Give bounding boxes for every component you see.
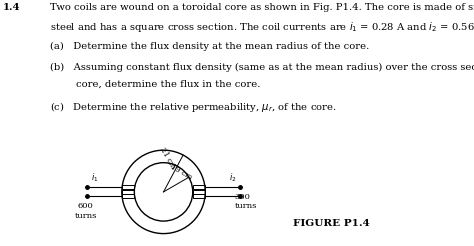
Text: Two coils are wound on a toroidal core as shown in Fig. P1.4. The core is made o: Two coils are wound on a toroidal core a…	[50, 3, 474, 12]
Text: 600
turns: 600 turns	[74, 202, 97, 219]
Text: 300
turns: 300 turns	[235, 193, 257, 211]
Bar	[122, 195, 134, 198]
Text: (b)   Assuming constant flux density (same as at the mean radius) over the cross: (b) Assuming constant flux density (same…	[50, 63, 474, 72]
Text: 21 cm: 21 cm	[158, 146, 177, 171]
Text: steel and has a square cross section. The coil currents are $i_1$ = 0.28 A and $: steel and has a square cross section. Th…	[50, 20, 474, 34]
Text: 1.4: 1.4	[2, 3, 20, 12]
Text: (c)   Determine the relative permeability, $\mu_r$, of the core.: (c) Determine the relative permeability,…	[50, 100, 337, 114]
Text: $i_2$: $i_2$	[229, 171, 237, 184]
Text: (a)   Determine the flux density at the mean radius of the core.: (a) Determine the flux density at the me…	[50, 41, 369, 50]
Bar	[122, 190, 134, 194]
Bar	[193, 185, 205, 189]
Bar	[122, 185, 134, 189]
Bar	[193, 190, 205, 194]
Text: $i_1$: $i_1$	[91, 171, 98, 184]
Text: FIGURE P1.4: FIGURE P1.4	[293, 219, 370, 228]
Bar	[193, 195, 205, 198]
Text: core, determine the flux in the core.: core, determine the flux in the core.	[76, 80, 260, 89]
Text: 19 cm: 19 cm	[169, 163, 194, 182]
